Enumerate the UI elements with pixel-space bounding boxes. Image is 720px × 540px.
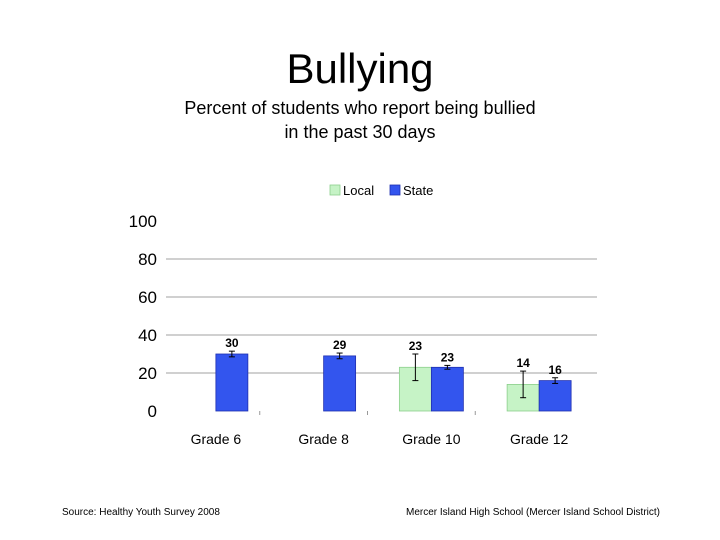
y-tick-label: 60: [138, 288, 157, 307]
school-note: Mercer Island High School (Mercer Island…: [406, 507, 660, 518]
legend-label-state: State: [403, 183, 433, 198]
y-tick-label: 80: [138, 250, 157, 269]
data-label: 30: [225, 336, 239, 350]
data-label: 14: [516, 356, 530, 370]
legend-label-local: Local: [343, 183, 374, 198]
chart-subtitle: Percent of students who report being bul…: [0, 96, 720, 144]
bar-state: [215, 353, 249, 412]
y-tick-label: 0: [148, 402, 157, 421]
source-note: Source: Healthy Youth Survey 2008: [62, 507, 220, 518]
data-label: 23: [409, 339, 423, 353]
category-label: Grade 6: [191, 431, 242, 447]
category-label: Grade 12: [510, 431, 569, 447]
y-tick-label: 100: [129, 212, 157, 231]
bar-state: [430, 366, 464, 412]
subtitle-line-2: in the past 30 days: [284, 122, 436, 142]
chart-title: Bullying: [286, 45, 434, 92]
subtitle-line-1: Percent of students who report being bul…: [184, 98, 536, 118]
data-label: 16: [548, 363, 562, 377]
bar-state: [323, 355, 357, 412]
category-label: Grade 10: [402, 431, 461, 447]
data-label: 23: [441, 350, 455, 364]
y-tick-label: 40: [138, 326, 157, 345]
bar-state: [538, 380, 572, 412]
legend-swatch-state: [389, 184, 401, 196]
y-tick-label: 20: [138, 364, 157, 383]
data-label: 29: [333, 338, 347, 352]
category-label: Grade 8: [298, 431, 349, 447]
legend-swatch-local: [329, 184, 341, 196]
